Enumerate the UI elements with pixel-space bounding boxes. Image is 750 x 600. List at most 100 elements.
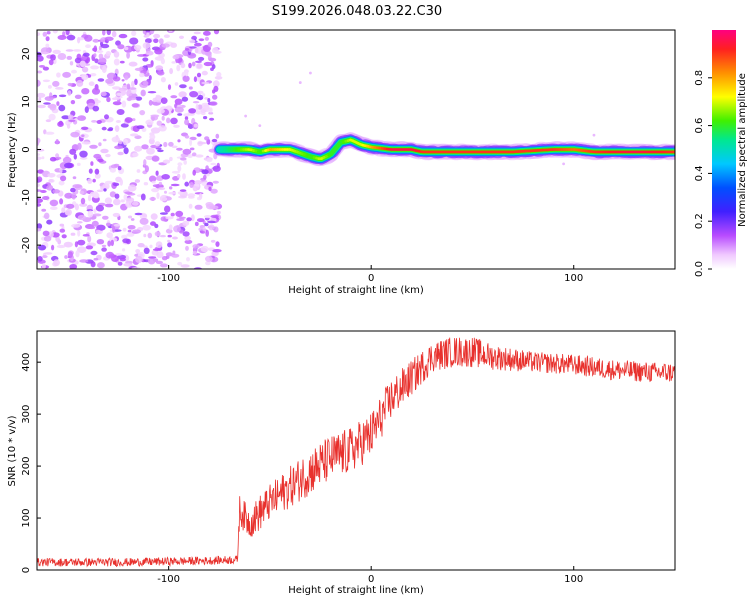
noise-blob [174,98,183,105]
noise-blob [164,190,167,194]
y-tick-label: 0 [21,567,32,573]
noise-blob [56,244,66,249]
noise-blob [44,252,53,255]
noise-blob [64,192,74,199]
noise-blob [150,221,156,226]
noise-blob [93,192,100,199]
noise-blob [189,136,197,141]
noise-blob [42,255,48,259]
noise-blob [48,179,55,183]
noise-blob [110,164,118,169]
noise-blob [118,33,128,39]
noise-blob [135,96,143,101]
noise-blob [104,197,112,204]
noise-blob [127,184,137,192]
noise-blob [204,36,209,41]
noise-blob [117,166,122,171]
noise-blob [131,118,136,122]
signal-track [211,132,675,167]
y-tick-label: 400 [21,353,32,372]
noise-blob [81,141,91,145]
noise-blob [212,249,222,253]
noise-blob [37,223,43,230]
noise-blob [180,62,186,69]
colorbar-label: Normalized spectral amplitude [737,73,748,227]
noise-blob [52,30,58,34]
noise-blob [177,173,181,179]
noise-blob [116,109,125,115]
noise-blob [37,203,42,207]
noise-blob [102,183,110,190]
noise-blob [212,80,220,88]
snr-x-ticks: -100 0 100 [157,566,583,585]
noise-blob [59,198,64,205]
noise-blob [198,56,205,61]
noise-blob [193,76,197,83]
noise-blob [163,141,168,148]
noise-blob [106,232,113,239]
noise-blob [192,169,196,176]
noise-blob [77,214,87,221]
noise-blob [172,54,180,60]
noise-blob [121,79,125,82]
noise-blob [119,178,124,186]
noise-blob [208,107,213,113]
noise-blob [167,234,172,238]
noise-blob [93,257,99,261]
noise-blob [64,255,68,259]
noise-blob [203,61,213,67]
noise-blob [97,78,105,82]
noise-blob [87,210,94,218]
noise-blob [126,89,133,97]
noise-blob [85,44,91,49]
noise-blob [117,151,124,156]
noise-blob [194,221,199,227]
noise-blob [156,251,164,259]
y-tick-label: 200 [21,457,32,476]
noise-blob [143,247,150,254]
noise-blob [186,217,192,222]
noise-blob [45,119,52,123]
noise-blob [88,81,95,86]
noise-blob [37,138,40,146]
noise-blob [76,79,84,87]
noise-blob [145,50,154,56]
noise-blob [58,94,67,98]
noise-blob [100,148,109,154]
noise-blob [101,247,107,252]
noise-blob [207,220,216,224]
noise-blob [84,34,93,42]
noise-blob [59,228,66,233]
noise-blob [37,183,40,187]
noise-blob [72,184,82,189]
noise-blob [137,243,145,248]
noise-blob [139,110,146,116]
noise-blob [155,241,163,249]
noise-blob [209,205,219,210]
noise-blob [215,241,220,247]
snr-y-ticks: 0 100 200 300 400 [21,353,41,573]
noise-blob [159,196,168,202]
noise-blob [168,224,173,231]
noise-blob [182,75,190,82]
noise-blob [109,167,116,173]
noise-blob [139,72,145,78]
noise-blob [192,101,200,104]
noise-blob [210,239,216,243]
noise-blob [56,101,60,106]
noise-blob [186,257,190,262]
noise-blob [42,66,50,71]
colorbar-tick-label: 0.6 [694,118,705,134]
noise-blob [134,67,143,71]
noise-blob [149,134,156,140]
noise-speck [244,114,248,118]
noise-blob [184,119,190,126]
noise-blob [37,198,43,204]
noise-blob [65,49,74,52]
noise-blob [71,69,77,74]
noise-blob [175,210,184,217]
noise-blob [94,168,100,175]
spectrogram-y-ticks: 20 10 0 -10 -20 [21,48,41,253]
noise-blob [50,54,56,61]
